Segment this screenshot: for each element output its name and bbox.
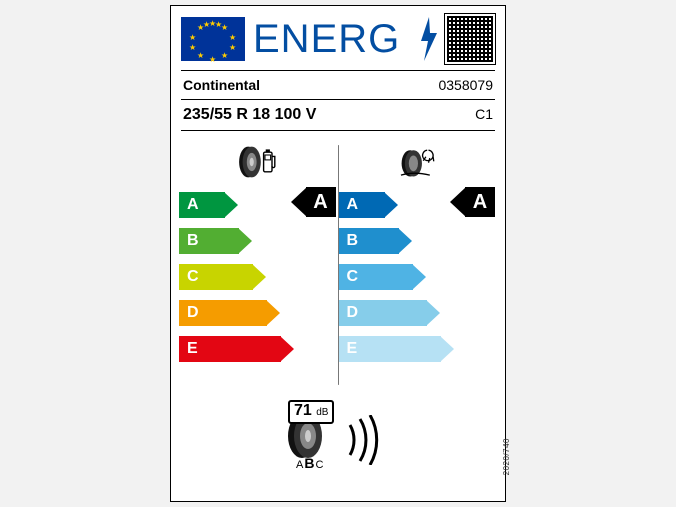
- wet-grip-column: AABCDE: [339, 141, 498, 385]
- grade-bar: D: [179, 300, 267, 326]
- brand-name: Continental: [183, 77, 260, 93]
- grade-bar-label: D: [187, 304, 199, 322]
- selected-grade-marker: A: [465, 187, 495, 217]
- grade-bar-label: C: [347, 268, 359, 286]
- grade-bar-label: A: [347, 196, 359, 214]
- tyre-class: C1: [475, 106, 493, 124]
- grade-row-d: D: [179, 297, 338, 329]
- noise-db-unit: dB: [316, 407, 328, 418]
- grade-row-a: AA: [179, 189, 338, 221]
- grade-bar: E: [339, 336, 441, 362]
- tyre-size: 235/55 R 18 100 V: [183, 106, 316, 124]
- regulation-number: 2020/740: [502, 438, 511, 475]
- grade-row-e: E: [179, 333, 338, 365]
- grade-row-a: AA: [339, 189, 498, 221]
- grade-bar-label: B: [347, 232, 359, 250]
- grade-bar: A: [179, 192, 225, 218]
- grade-bar-label: A: [187, 196, 199, 214]
- grade-bar: E: [179, 336, 281, 362]
- grade-row-c: C: [179, 261, 338, 293]
- energy-wordmark: ENERG: [253, 19, 417, 59]
- noise-section: 71 dB ABC: [171, 395, 505, 473]
- grade-bar-label: C: [187, 268, 199, 286]
- eu-flag-icon: ★ ★ ★ ★ ★ ★ ★ ★ ★ ★ ★ ★: [181, 17, 245, 61]
- wet-arrow-scale: AABCDE: [339, 189, 498, 365]
- grade-bar: C: [179, 264, 253, 290]
- header: ★ ★ ★ ★ ★ ★ ★ ★ ★ ★ ★ ★ ENERG: [171, 6, 505, 66]
- grade-bar: D: [339, 300, 427, 326]
- divider-line: [181, 70, 495, 71]
- divider-line: [181, 130, 495, 131]
- grade-bar-label: E: [347, 340, 358, 358]
- grade-bar-label: E: [187, 340, 198, 358]
- grade-bar: A: [339, 192, 385, 218]
- qr-code-icon: [445, 14, 495, 64]
- article-number: 0358079: [438, 77, 493, 93]
- sound-waves-icon: [344, 415, 394, 465]
- grade-bar: C: [339, 264, 413, 290]
- grade-bar-label: D: [347, 304, 359, 322]
- divider-line: [181, 99, 495, 100]
- noise-class-letters: ABC: [296, 455, 324, 471]
- charts-area: AABCDE AABCDE: [171, 135, 505, 385]
- brand-row: Continental 0358079: [171, 75, 505, 95]
- fuel-arrow-scale: AABCDE: [179, 189, 338, 365]
- grade-row-b: B: [339, 225, 498, 257]
- tire-wet-icon: [397, 142, 439, 182]
- grade-row-b: B: [179, 225, 338, 257]
- fuel-efficiency-column: AABCDE: [179, 141, 338, 385]
- grade-bar: B: [179, 228, 239, 254]
- tire-fuel-icon: [237, 142, 279, 182]
- noise-db-value: 71: [294, 402, 312, 419]
- lightning-icon: [419, 17, 439, 61]
- eu-tyre-label-card: ★ ★ ★ ★ ★ ★ ★ ★ ★ ★ ★ ★ ENERG Continenta…: [170, 5, 506, 502]
- selected-grade-marker: A: [306, 187, 336, 217]
- grade-row-d: D: [339, 297, 498, 329]
- grade-bar-label: B: [187, 232, 199, 250]
- grade-row-c: C: [339, 261, 498, 293]
- size-row: 235/55 R 18 100 V C1: [171, 104, 505, 126]
- grade-bar: B: [339, 228, 399, 254]
- grade-row-e: E: [339, 333, 498, 365]
